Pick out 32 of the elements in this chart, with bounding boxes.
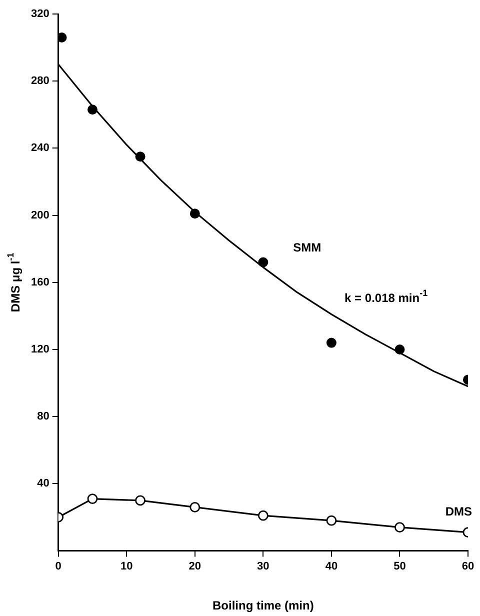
point [135, 495, 146, 506]
x-tick-label: 60 [462, 560, 474, 572]
y-tick-label: 40 [37, 478, 50, 490]
point [190, 208, 200, 219]
y-tick-label: 80 [37, 410, 50, 423]
point [258, 257, 268, 268]
y-tick-label: 240 [30, 142, 50, 154]
point [190, 502, 200, 512]
y-tick-label: 320 [30, 8, 50, 20]
x-tick-label: 10 [120, 560, 133, 572]
x-tick-label: 0 [55, 560, 62, 572]
point [326, 338, 336, 348]
point [258, 510, 268, 521]
x-tick-label: 40 [325, 560, 338, 572]
point [58, 32, 67, 42]
point [394, 344, 405, 354]
point [87, 494, 98, 504]
point [394, 522, 405, 533]
x-tick-label: 20 [188, 560, 202, 572]
point [87, 104, 98, 115]
point [135, 152, 146, 162]
y-tick-label: 160 [30, 276, 50, 288]
y-tick-label: 120 [30, 344, 50, 356]
y-tick-label: 280 [30, 75, 50, 88]
x-tick-label: 50 [394, 560, 406, 572]
series-label: DMS [445, 504, 472, 519]
x-axis-title: Boiling time (min) [212, 598, 314, 612]
y-tick-label: 200 [30, 209, 50, 222]
point [326, 515, 337, 526]
x-tick-label: 30 [257, 560, 270, 572]
y-axis-title: DMS μg l-1 [6, 252, 22, 312]
text: SMM [293, 240, 322, 255]
